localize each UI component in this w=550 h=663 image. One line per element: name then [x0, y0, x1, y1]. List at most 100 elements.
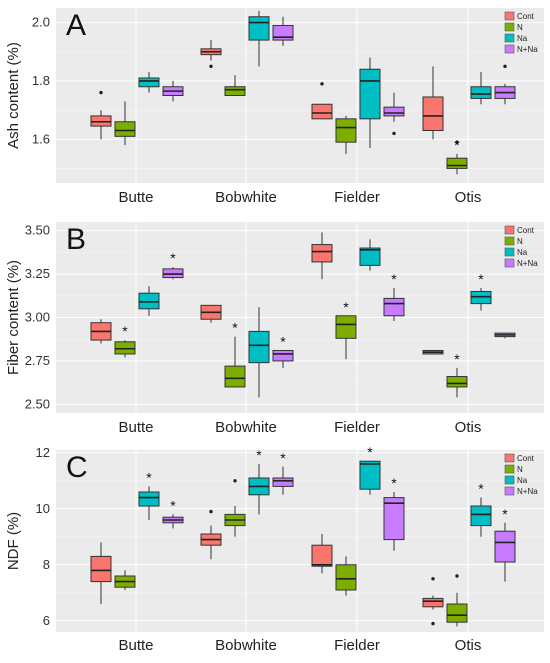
box-bobwhite-cont: [200, 40, 222, 69]
outlier-point: [99, 90, 103, 95]
box-iqr: [359, 460, 381, 490]
box-otis-na: [470, 72, 492, 105]
box-iqr: [248, 330, 270, 364]
box-bobwhite-n: [224, 479, 246, 537]
box-iqr: [422, 597, 444, 608]
legend: Cont N Na N+Na: [504, 11, 538, 54]
outlier-point: [455, 140, 459, 144]
box-butte-na: [138, 72, 160, 93]
box-butte-cont: [90, 90, 112, 140]
box-otis-na: *: [470, 271, 492, 311]
y-tick-label: 6: [43, 613, 50, 628]
legend-swatch: [504, 11, 515, 21]
legend-swatch: [504, 33, 515, 43]
significance-star: *: [478, 271, 484, 287]
significance-star: *: [256, 447, 262, 463]
box-iqr: [311, 544, 333, 567]
legend-swatch: [504, 236, 515, 246]
box-bobwhite-cont: [200, 304, 222, 323]
outlier-point: [209, 64, 213, 69]
x-category-label: Butte: [118, 189, 153, 206]
box-butte-n: [114, 570, 136, 590]
box-otis-n: *: [446, 351, 468, 398]
box-iqr: [446, 157, 468, 169]
box-bobwhite-na: *: [248, 447, 270, 515]
box-iqr: [311, 103, 333, 120]
legend-label: N+Na: [517, 487, 538, 496]
y-tick-label: 1.6: [32, 131, 50, 146]
box-iqr: [383, 297, 405, 317]
legend-label: Cont: [517, 12, 535, 21]
box-iqr: [90, 555, 112, 583]
legend-swatch: [504, 453, 515, 463]
box-bobwhite-na: [248, 10, 270, 67]
y-tick-label: 1.8: [32, 73, 50, 88]
legend-label: N: [517, 23, 523, 32]
legend-label: N+Na: [517, 45, 538, 54]
x-category-label: Otis: [455, 189, 482, 206]
box-butte-nplusna: [162, 80, 184, 102]
outlier-point: [431, 577, 435, 581]
outlier-point: [455, 574, 459, 578]
y-tick-label: 3.50: [25, 223, 50, 238]
box-iqr: [311, 244, 333, 263]
x-category-label: Fielder: [334, 637, 380, 654]
box-iqr: [470, 505, 492, 527]
box-iqr: [138, 77, 160, 88]
box-bobwhite-na: [248, 307, 270, 398]
x-category-label: Fielder: [334, 189, 380, 206]
legend-swatch: [504, 44, 515, 54]
y-tick-label: 3.00: [25, 310, 50, 325]
significance-star: *: [391, 475, 397, 491]
box-iqr: [272, 349, 294, 362]
box-fielder-n: [335, 556, 357, 596]
box-iqr: [272, 477, 294, 487]
legend-swatch: [504, 225, 515, 235]
box-iqr: [224, 365, 246, 388]
legend-swatch: [504, 475, 515, 485]
legend-label: N+Na: [517, 259, 538, 268]
significance-star: *: [170, 250, 176, 266]
significance-star: *: [454, 351, 460, 367]
significance-star: *: [391, 271, 397, 287]
legend: Cont N Na N+Na: [504, 453, 538, 496]
legend-label: Na: [517, 248, 528, 257]
x-category-label: Butte: [118, 637, 153, 654]
box-iqr: [359, 247, 381, 266]
box-butte-na: *: [138, 469, 160, 520]
box-fielder-na: [359, 239, 381, 271]
significance-star: *: [478, 481, 484, 497]
box-butte-nplusna: *: [162, 250, 184, 280]
box-iqr: [446, 376, 468, 388]
box-iqr: [224, 86, 246, 96]
box-iqr: [114, 121, 136, 137]
box-butte-na: [138, 286, 160, 316]
significance-star: *: [454, 137, 460, 153]
x-category-label: Otis: [455, 419, 482, 436]
chart-panel-c: 6 8 10 12 * * * * * * * * Butte Bobwhite Fielder Otis ND…: [5, 444, 544, 654]
box-butte-cont: [90, 542, 112, 604]
legend-swatch: [504, 464, 515, 474]
box-iqr: [383, 106, 405, 117]
box-butte-n: [114, 101, 136, 146]
box-otis-n: *: [446, 137, 468, 175]
box-fielder-nplusna: [383, 92, 405, 136]
box-iqr: [494, 530, 516, 563]
box-otis-nplusna: *: [494, 506, 516, 582]
legend-swatch: [504, 258, 515, 268]
box-bobwhite-nplusna: *: [272, 450, 294, 495]
box-fielder-n: *: [335, 299, 357, 360]
box-otis-nplusna: [494, 332, 516, 339]
box-bobwhite-n: [224, 75, 246, 96]
y-axis-title: Fiber content (%): [5, 260, 22, 375]
chart-panel-a: 1.6 1.8 2.0 * Butte Bobwhite Fielder Otis Ash co…: [5, 8, 544, 206]
significance-star: *: [146, 469, 152, 485]
outlier-point: [233, 479, 237, 483]
significance-star: *: [343, 299, 349, 315]
box-otis-nplusna: [494, 64, 516, 105]
box-iqr: [138, 491, 160, 507]
x-category-label: Bobwhite: [215, 419, 277, 436]
box-bobwhite-cont: [200, 509, 222, 560]
box-fielder-nplusna: *: [383, 475, 405, 551]
